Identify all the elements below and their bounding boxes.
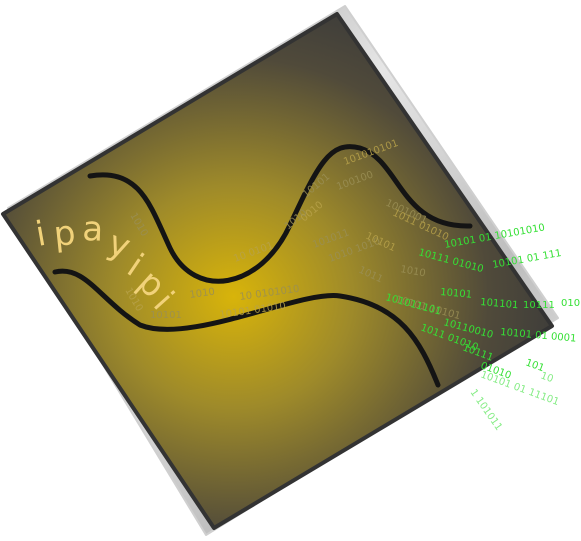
binary-fragment: 1 101011 <box>468 387 504 432</box>
wordmark-letter-2: p <box>52 213 79 255</box>
binary-fragment: 10101 <box>440 287 473 301</box>
ribbon-line-bottom <box>52 268 441 388</box>
ribbon-line-top <box>87 144 473 284</box>
binary-fragment: 010 <box>561 298 580 309</box>
tile-body <box>1 12 554 530</box>
binary-fragment: 10101 <box>150 310 182 321</box>
wordmark-letter-3: a <box>82 209 105 250</box>
binary-fragment: 101101 <box>480 297 519 311</box>
ribbon-lines <box>52 144 473 388</box>
binary-fragment: 1010 <box>399 264 426 279</box>
binary-fragment: 10 <box>539 370 555 385</box>
binary-fragment: 1010 <box>189 287 216 301</box>
binary-fragment: 10111 <box>523 300 555 311</box>
